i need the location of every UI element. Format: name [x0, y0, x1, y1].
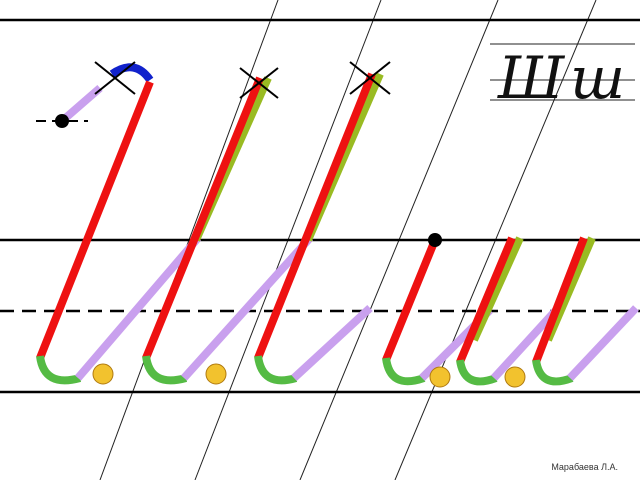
lowercase-strokes — [382, 233, 639, 386]
ruling — [0, 18, 640, 394]
sample-letters: Шш — [497, 44, 631, 112]
cross-marks — [94, 61, 391, 99]
author: Марабаева Л.А. — [551, 462, 618, 472]
smileys — [92, 363, 526, 388]
uppercase-strokes — [36, 63, 384, 385]
sample-lines — [490, 43, 635, 101]
